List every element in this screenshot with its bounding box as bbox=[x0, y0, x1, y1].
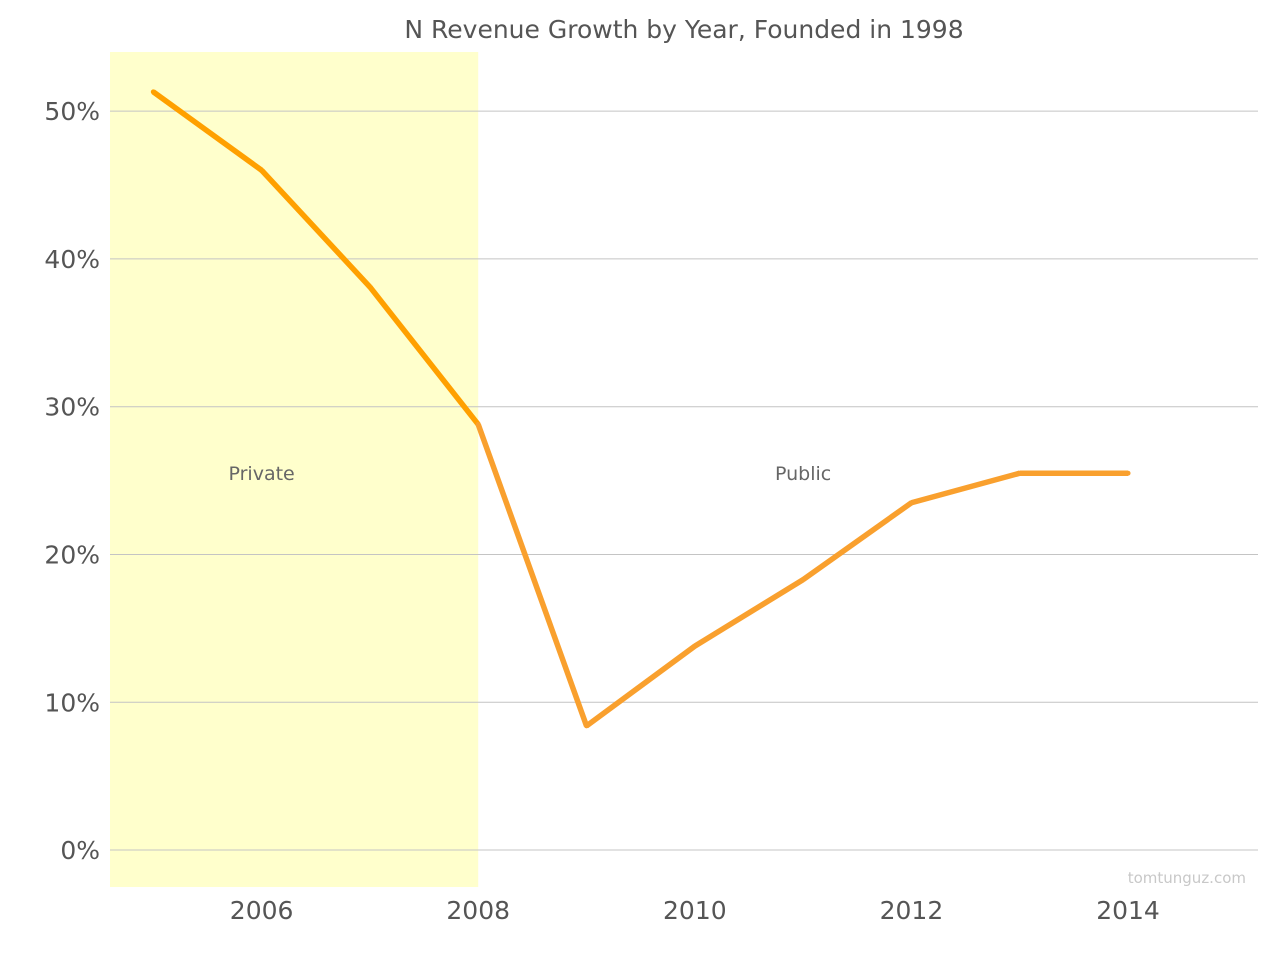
x-tick-label: 2012 bbox=[880, 896, 944, 925]
series-line-segment bbox=[475, 423, 590, 727]
series-line-segment bbox=[910, 470, 1021, 506]
x-axis-tick-labels: 2006 2008 2010 2012 2014 bbox=[230, 896, 1160, 925]
data-point bbox=[1017, 470, 1023, 476]
data-point bbox=[1125, 470, 1131, 476]
series-line-segment bbox=[584, 643, 697, 729]
y-tick-label: 30% bbox=[44, 393, 100, 422]
x-tick-label: 2014 bbox=[1096, 896, 1160, 925]
y-tick-label: 20% bbox=[44, 540, 100, 569]
x-tick-label: 2010 bbox=[663, 896, 727, 925]
y-tick-label: 50% bbox=[44, 97, 100, 126]
series-line-segment bbox=[151, 89, 264, 173]
y-tick-label: 10% bbox=[44, 688, 100, 717]
series-line-segment bbox=[693, 577, 805, 649]
data-point bbox=[259, 167, 265, 173]
data-point bbox=[367, 284, 373, 290]
data-point bbox=[150, 89, 156, 95]
public-region-label: Public bbox=[775, 463, 831, 485]
series-line-segment bbox=[801, 500, 914, 582]
data-point bbox=[584, 723, 590, 729]
y-tick-label: 40% bbox=[44, 245, 100, 274]
private-period-shading bbox=[110, 52, 479, 887]
y-axis-tick-labels: 0% 10% 20% 30% 40% 50% bbox=[44, 97, 100, 865]
data-point bbox=[692, 643, 698, 649]
chart-title: N Revenue Growth by Year, Founded in 199… bbox=[404, 15, 963, 44]
data-point bbox=[908, 500, 914, 506]
data-point bbox=[475, 421, 481, 427]
data-point bbox=[800, 577, 806, 583]
x-tick-label: 2006 bbox=[230, 896, 294, 925]
private-region-label: Private bbox=[228, 463, 294, 485]
series-line-segment bbox=[259, 168, 372, 289]
series-line-segment bbox=[367, 285, 481, 427]
watermark-text: tomtunguz.com bbox=[1128, 869, 1246, 887]
x-tick-label: 2008 bbox=[446, 896, 510, 925]
horizontal-gridlines bbox=[110, 110, 1258, 851]
revenue-growth-series bbox=[150, 89, 1131, 729]
y-tick-label: 0% bbox=[60, 836, 100, 865]
